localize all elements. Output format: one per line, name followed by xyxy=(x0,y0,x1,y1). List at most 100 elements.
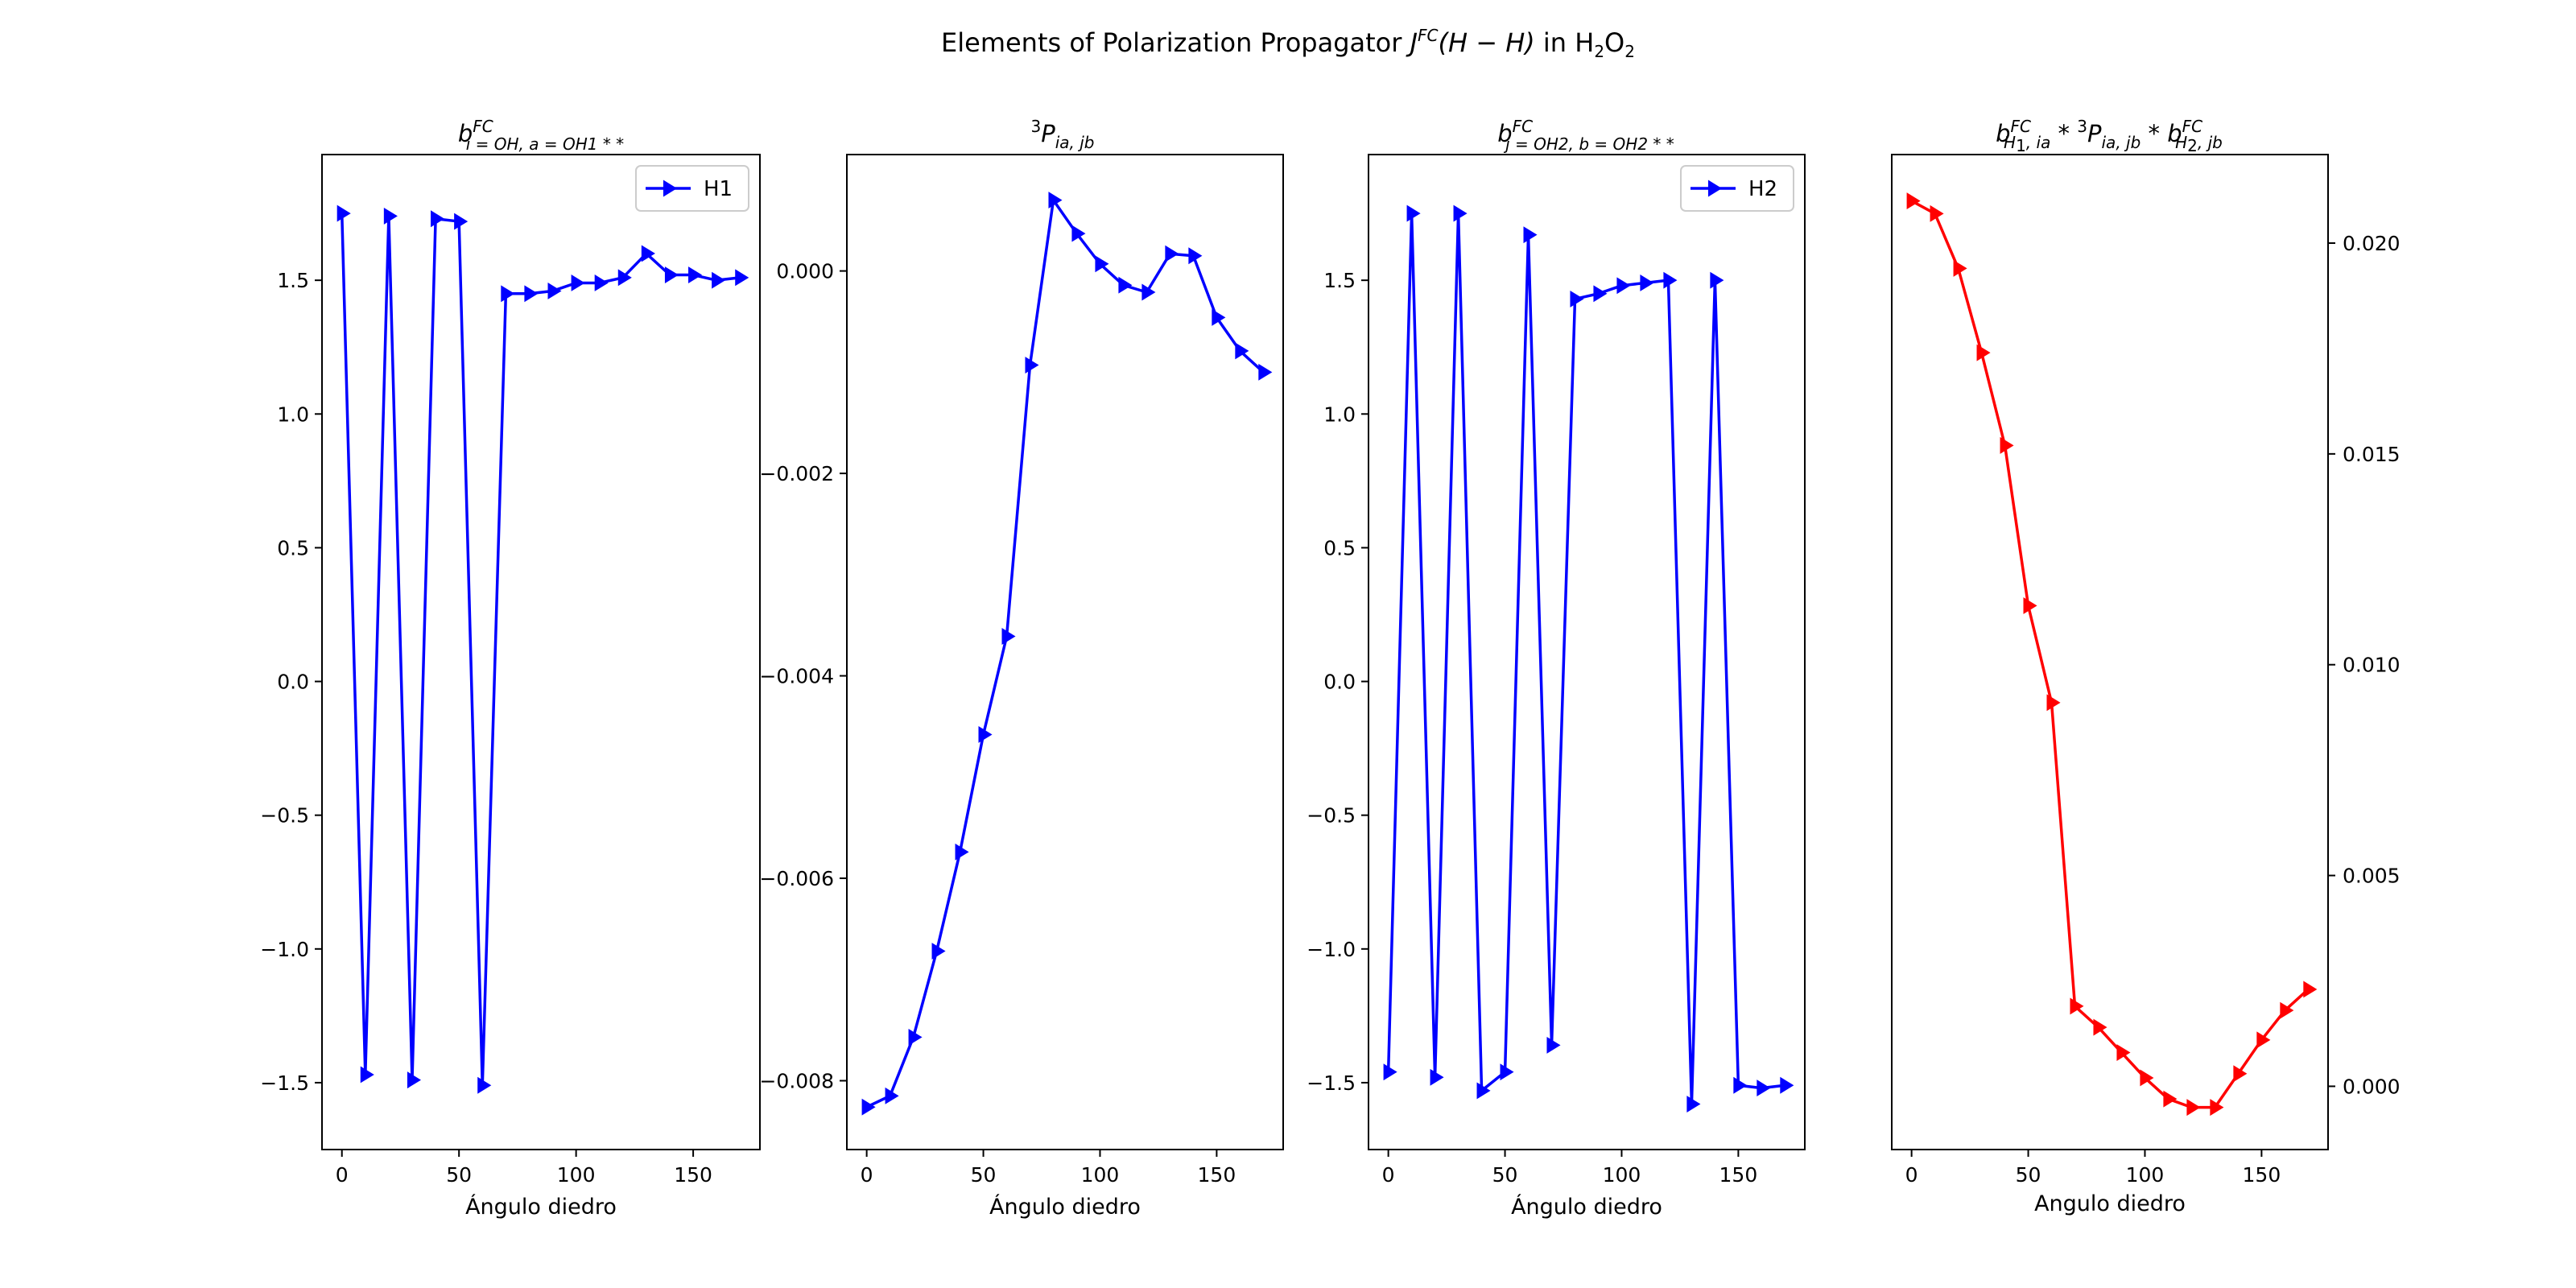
x-tick-label: 150 xyxy=(2243,1163,2281,1187)
axes-frame xyxy=(321,154,761,1150)
data-point-marker xyxy=(1593,285,1608,303)
y-tick-label: 1.0 xyxy=(1323,402,1356,426)
panel-3-title: bFC j = OH2, b = OH2 * * xyxy=(1497,117,1674,154)
y-tick-label: −1.0 xyxy=(1307,938,1356,961)
y-tick-label: −0.5 xyxy=(260,804,309,828)
panel-2-title: 3Pia, jb xyxy=(1030,117,1094,152)
data-point-marker xyxy=(2116,1044,2131,1061)
x-axis-label: Angulo diedro xyxy=(2034,1191,2186,1216)
data-point-marker xyxy=(688,266,703,283)
y-tick-label: −0.008 xyxy=(759,1069,834,1092)
y-tick-label: 1.5 xyxy=(1323,269,1356,292)
panel-3-h2-coefficients: 0 50 100 150 −1.5 −1.0 −0.5 0.0 0.5 1.0 1.5 Ángulo … xyxy=(1307,154,1806,1220)
data-point-marker xyxy=(885,1087,899,1104)
data-point-marker xyxy=(1953,259,1967,277)
axes-frame xyxy=(846,154,1284,1150)
data-point-marker xyxy=(1383,1063,1397,1081)
y-tick-label: −0.5 xyxy=(1307,804,1356,828)
x-tick-label: 0 xyxy=(336,1163,349,1187)
data-point-marker xyxy=(712,271,726,289)
data-point-marker xyxy=(955,843,969,861)
legend-marker xyxy=(1707,180,1722,197)
legend-box xyxy=(635,165,749,212)
data-point-marker xyxy=(383,207,398,225)
y-tick-label: 1.0 xyxy=(277,402,309,426)
figure-title: Elements of Polarization Propagator JFC(… xyxy=(941,26,1635,61)
data-point-marker xyxy=(2303,980,2318,998)
data-point-marker xyxy=(1500,1063,1514,1081)
x-tick-label: 150 xyxy=(1198,1163,1236,1187)
data-point-marker xyxy=(431,210,445,228)
x-tick-label: 50 xyxy=(446,1163,472,1187)
data-point-marker xyxy=(1212,308,1226,326)
data-point-marker xyxy=(477,1076,492,1094)
data-point-marker xyxy=(1048,192,1063,209)
panel-4-product: 0 50 100 150 0.000 0.005 0.010 0.015 0.020 Angulo… xyxy=(1891,154,2401,1216)
data-point-marker xyxy=(735,269,749,287)
legend: H2 xyxy=(1680,165,1794,212)
data-point-marker xyxy=(931,943,946,960)
y-tick-label: −0.002 xyxy=(759,462,834,485)
data-point-marker xyxy=(1757,1080,1771,1097)
x-tick-label: 100 xyxy=(557,1163,596,1187)
data-point-marker xyxy=(2256,1031,2271,1049)
panel-2-propagator: 0 50 100 150 −0.008 −0.006 −0.004 −0.002 0.000 Án… xyxy=(759,154,1284,1220)
x-tick-label: 0 xyxy=(861,1163,873,1187)
data-point-marker xyxy=(861,1098,876,1116)
y-tick-label: −1.0 xyxy=(260,938,309,961)
x-tick-label: 150 xyxy=(674,1163,712,1187)
data-point-marker xyxy=(524,285,539,303)
y-tick-label: 0.5 xyxy=(1323,536,1356,559)
data-point-marker xyxy=(1476,1082,1491,1100)
data-point-marker xyxy=(2093,1018,2107,1036)
data-point-marker xyxy=(547,283,562,299)
data-point-marker xyxy=(1258,363,1273,381)
x-tick-label: 100 xyxy=(1603,1163,1641,1187)
data-point-marker xyxy=(664,266,679,283)
x-tick-label: 50 xyxy=(2016,1163,2041,1187)
data-point-marker xyxy=(1976,344,1991,361)
y-tick-label: −1.5 xyxy=(1307,1071,1356,1095)
data-point-marker xyxy=(1406,204,1421,222)
data-point-marker xyxy=(501,285,515,303)
data-point-marker xyxy=(2210,1099,2224,1117)
data-point-marker xyxy=(1710,271,1724,289)
x-axis-label: Ángulo diedro xyxy=(465,1194,617,1220)
data-point-marker xyxy=(1663,271,1678,289)
x-tick-label: 50 xyxy=(1492,1163,1518,1187)
y-tick-label: −0.004 xyxy=(759,665,834,688)
data-point-marker xyxy=(454,213,469,230)
data-point-marker xyxy=(1570,290,1584,308)
data-point-marker xyxy=(2000,436,2014,454)
x-tick-label: 0 xyxy=(1905,1163,1918,1187)
axes-frame xyxy=(1368,154,1806,1150)
data-point-marker xyxy=(1095,255,1109,273)
data-point-marker xyxy=(617,269,632,287)
data-point-marker xyxy=(2163,1090,2178,1108)
panel-4-title: bFC H1, ia * 3Pia, jb * bFC H2, jb xyxy=(1996,117,2223,155)
data-point-marker xyxy=(2280,1001,2294,1019)
data-point-marker xyxy=(407,1071,421,1089)
data-point-marker xyxy=(336,204,351,222)
data-point-marker xyxy=(1025,357,1039,374)
data-point-marker xyxy=(1071,225,1086,242)
data-point-marker xyxy=(1188,247,1203,265)
panel-1-title: bFC i = OH, a = OH1 * * xyxy=(458,117,624,154)
x-tick-label: 150 xyxy=(1719,1163,1758,1187)
y-tick-label: −0.006 xyxy=(759,867,834,890)
series-line-1 xyxy=(1386,212,1785,1106)
x-axis-label: Ángulo diedro xyxy=(989,1194,1141,1220)
data-point-marker xyxy=(1453,204,1468,222)
y-tick-label: 0.0 xyxy=(1323,671,1356,694)
data-point-marker xyxy=(2046,694,2061,712)
x-tick-label: 100 xyxy=(2126,1163,2165,1187)
data-point-marker xyxy=(1235,342,1249,360)
panel-1-h1-coefficients: 0 50 100 150 −1.5 −1.0 −0.5 0.0 0.5 1.0 1.5 Ángulo … xyxy=(260,154,761,1220)
axes-frame xyxy=(1891,154,2329,1150)
y-tick-label: 0.5 xyxy=(277,536,309,559)
data-point-marker xyxy=(1523,226,1538,244)
data-point-marker xyxy=(1930,204,1944,222)
x-tick-label: 0 xyxy=(1382,1163,1395,1187)
legend: H1 xyxy=(635,165,749,212)
